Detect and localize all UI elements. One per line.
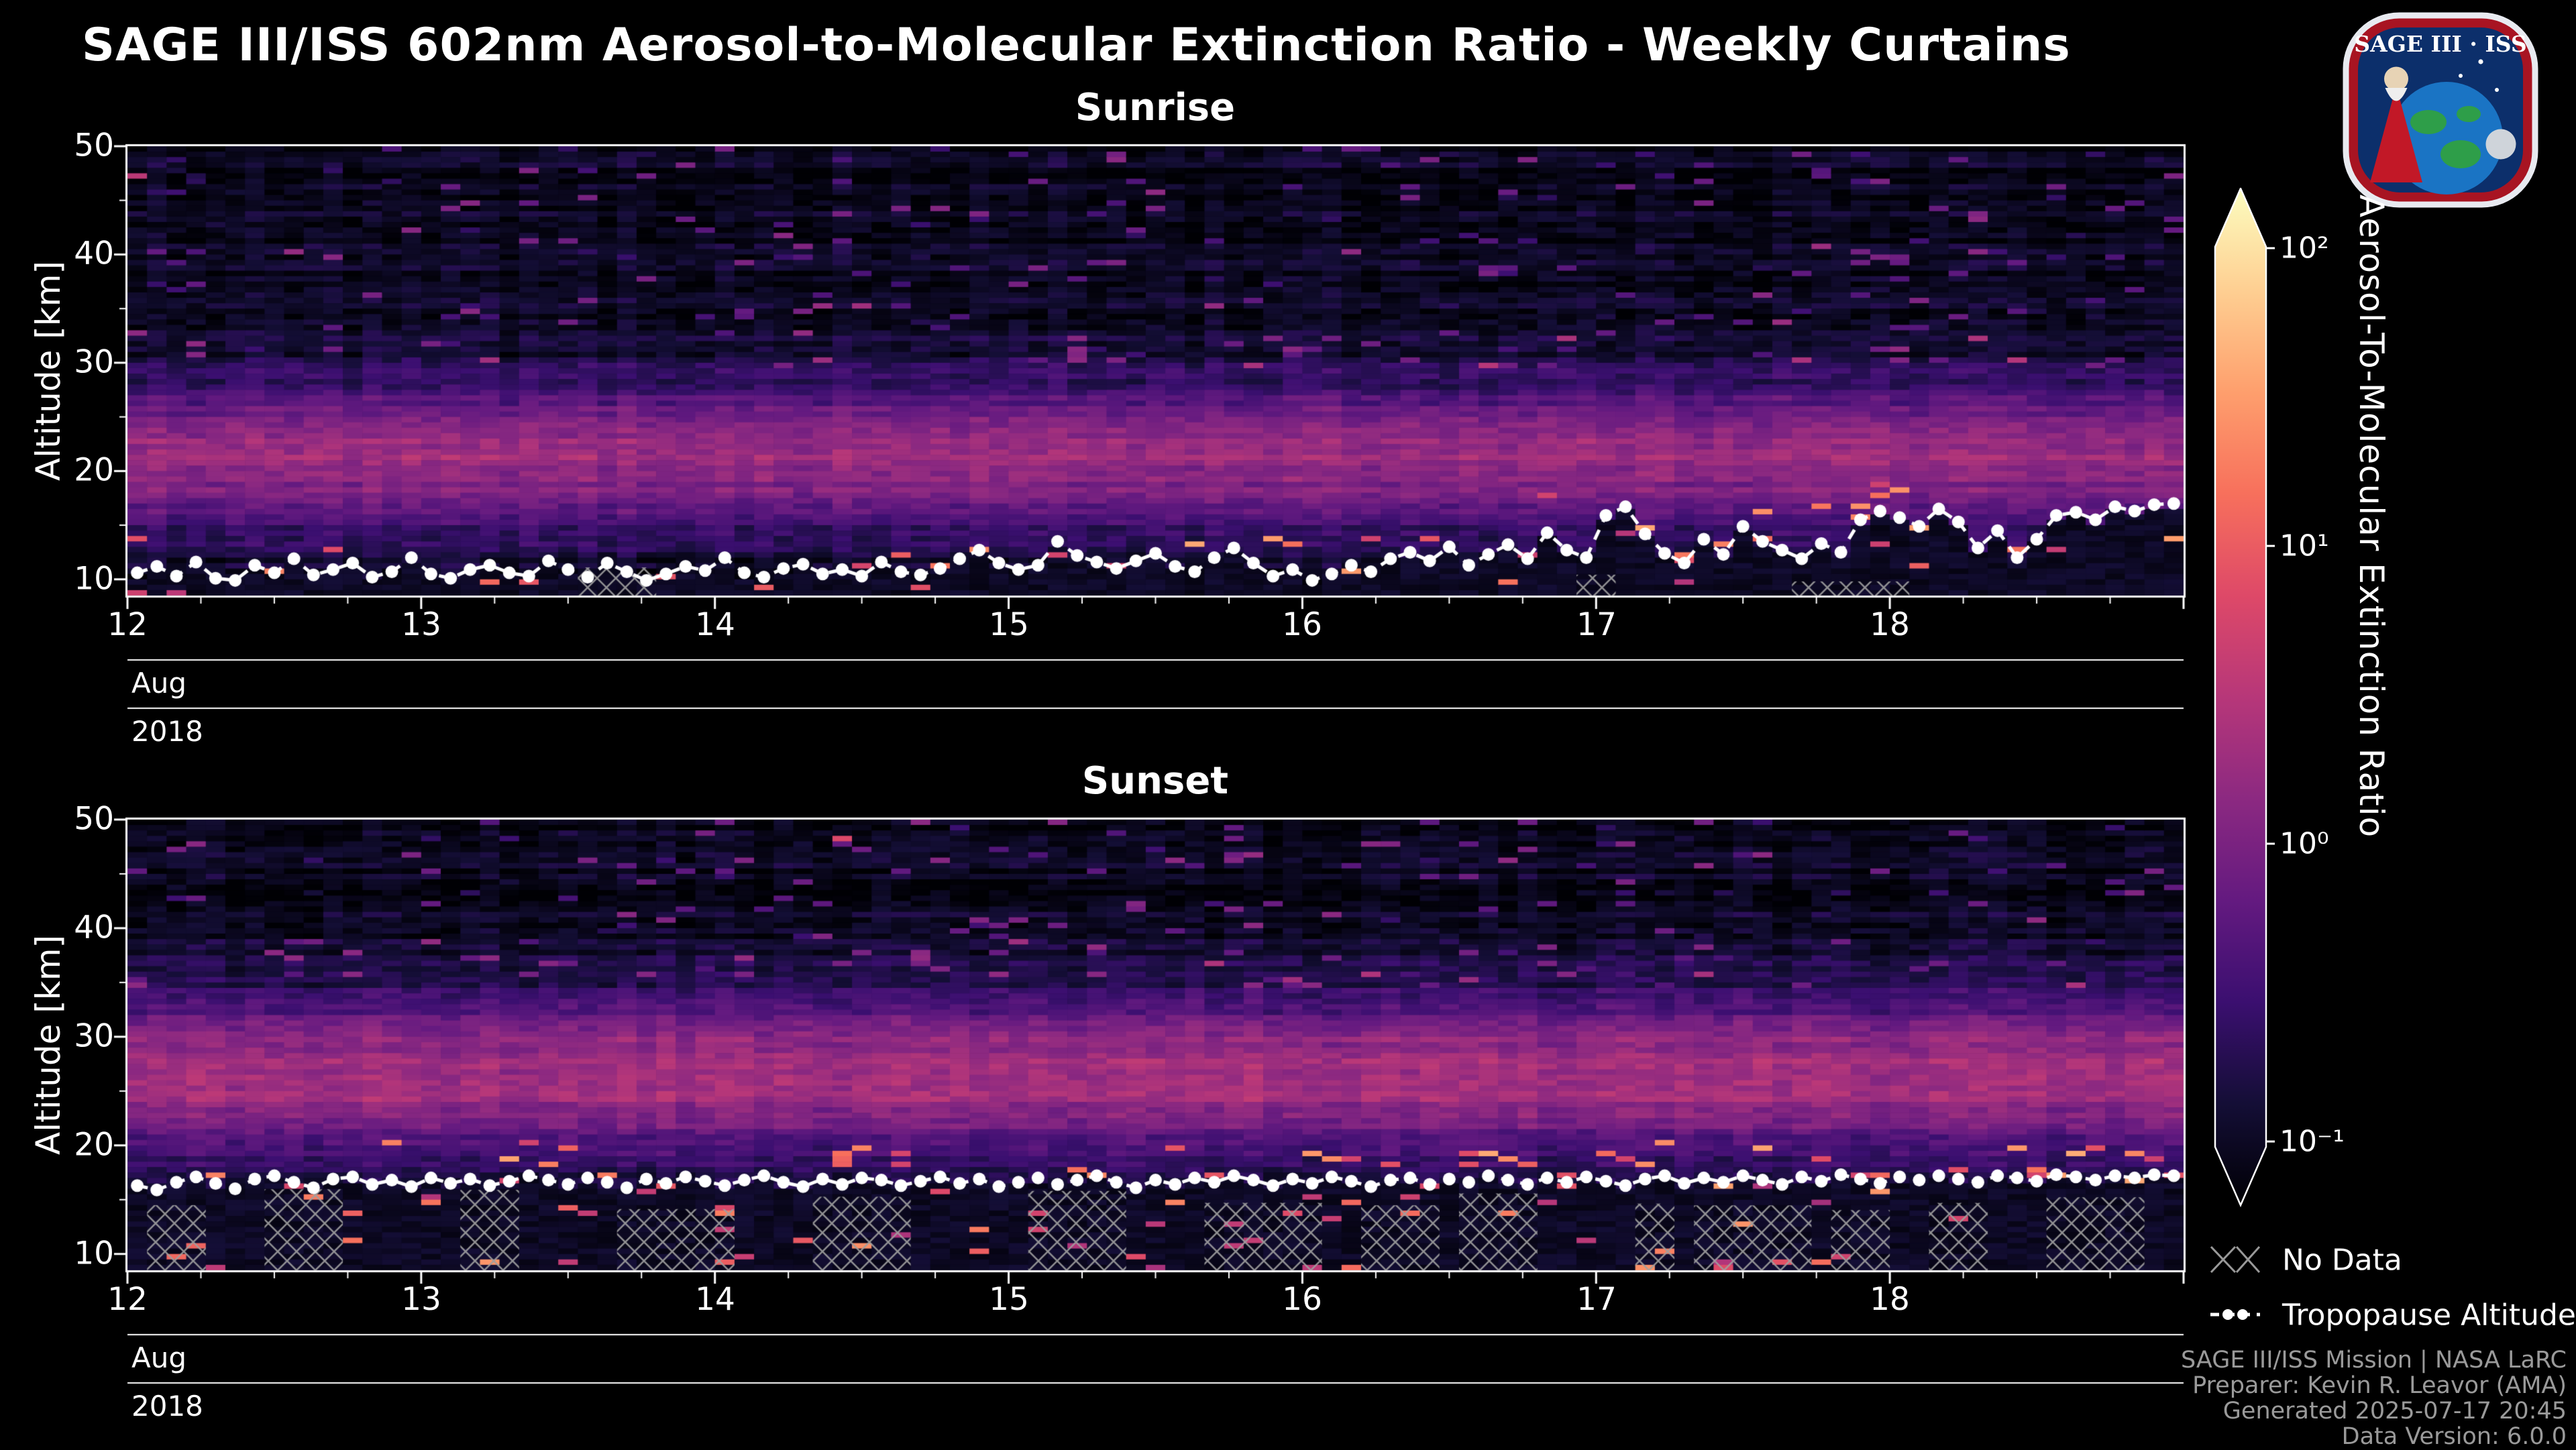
- y-tick-label: 10: [74, 1235, 114, 1272]
- sage-iss-logo-graphic: SAGE III · ISS: [2343, 12, 2538, 208]
- sunset-heatmap: [127, 820, 2184, 1270]
- x-tick-label: 16: [1282, 1281, 1322, 1318]
- x-tick-label: 14: [695, 606, 735, 643]
- panel-title-sunrise: Sunrise: [1075, 86, 1236, 129]
- y-tick-label: 20: [74, 451, 114, 489]
- y-tick-label: 50: [74, 127, 114, 164]
- x-tick-label: 18: [1870, 606, 1910, 643]
- x-tick-label: 13: [401, 606, 441, 643]
- tropopause-legend-icon: [2210, 1309, 2260, 1320]
- panel-title-sunset: Sunset: [1081, 759, 1229, 803]
- x-tick-label: 12: [107, 606, 148, 643]
- x-tick-label: 15: [989, 606, 1029, 643]
- colorbar-label: Aerosol-To-Molecular Extinction Ratio: [2352, 194, 2391, 838]
- x-tick-label: 18: [1870, 1281, 1910, 1318]
- x-axis-year-label: 2018: [131, 1390, 203, 1423]
- sunrise-heatmap: [127, 146, 2184, 596]
- page-title: SAGE III/ISS 602nm Aerosol-to-Molecular …: [82, 19, 2071, 72]
- x-tick-label: 16: [1282, 606, 1322, 643]
- x-tick-label: 14: [695, 1281, 735, 1318]
- x-tick-label: 15: [989, 1281, 1029, 1318]
- y-tick-label: 30: [74, 1017, 114, 1055]
- x-axis-month-label: Aug: [131, 667, 187, 700]
- sage-iss-logo-text: SAGE III · ISS: [2354, 31, 2526, 57]
- y-tick-label: 20: [74, 1126, 114, 1164]
- footer-mission: SAGE III/ISS Mission | NASA LaRC: [2181, 1347, 2567, 1374]
- y-tick-label: 50: [74, 800, 114, 838]
- x-axis-month-label: Aug: [131, 1341, 187, 1374]
- x-tick-label: 17: [1576, 1281, 1617, 1318]
- y-tick-label: 40: [74, 235, 114, 272]
- x-tick-label: 13: [401, 1281, 441, 1318]
- x-tick-label: 12: [107, 1281, 148, 1318]
- footer-generated: Generated 2025-07-17 20:45: [2222, 1398, 2567, 1425]
- tropopause-legend-label: Tropopause Altitude: [2282, 1298, 2576, 1333]
- no-data-legend-icon: [2210, 1245, 2261, 1274]
- footer-preparer: Preparer: Kevin R. Leavor (AMA): [2192, 1372, 2567, 1399]
- y-tick-label: 40: [74, 909, 114, 946]
- footer-data-version: Data Version: 6.0.0: [2341, 1423, 2567, 1450]
- no-data-legend-label: No Data: [2282, 1243, 2402, 1278]
- sage-iss-logo: SAGE III · ISS: [2340, 9, 2541, 213]
- y-tick-label: 10: [74, 560, 114, 598]
- x-tick-label: 17: [1576, 606, 1617, 643]
- y-tick-label: 30: [74, 343, 114, 381]
- x-axis-year-label: 2018: [131, 715, 203, 748]
- colorbar: [2214, 188, 2275, 1207]
